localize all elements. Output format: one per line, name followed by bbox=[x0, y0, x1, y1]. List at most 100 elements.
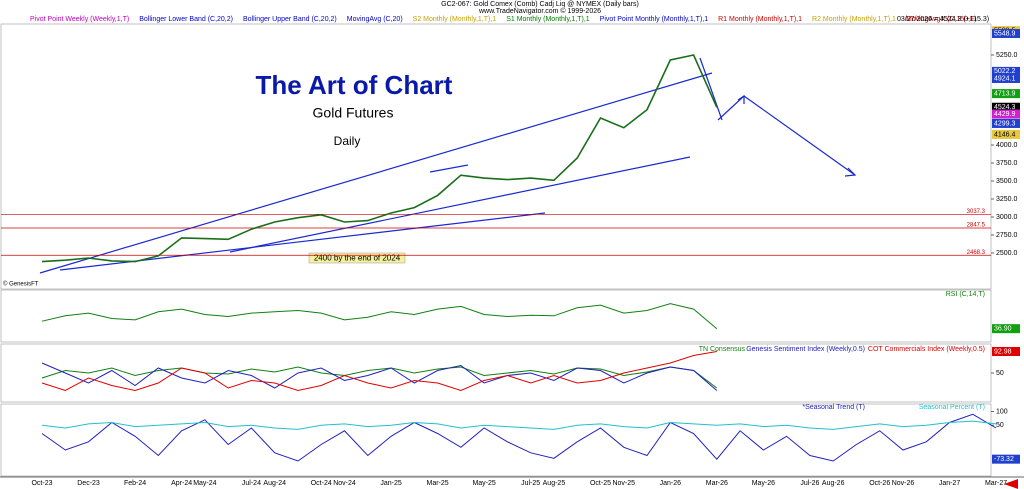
value-box bbox=[992, 109, 1020, 119]
y-tick-label: 3500.0 bbox=[996, 178, 1018, 185]
indicator-label: R2 Monthly (Monthly,1,T),1 bbox=[812, 16, 896, 23]
value-box-label: 36.90 bbox=[994, 325, 1012, 332]
trendline bbox=[699, 57, 723, 121]
value-box bbox=[992, 28, 1020, 38]
x-tick-label: Jan-26 bbox=[660, 480, 682, 487]
y-tick-label: 3250.0 bbox=[996, 196, 1018, 203]
x-tick-label: Jul-26 bbox=[800, 480, 819, 487]
value-box bbox=[992, 454, 1020, 464]
arrow-head bbox=[844, 167, 857, 177]
indicator-label: R1 Monthly (Monthly,1,T),1 bbox=[718, 16, 802, 23]
level-label: 2468.3 bbox=[967, 250, 986, 256]
x-tick-label: Oct-24 bbox=[311, 480, 332, 487]
x-tick-label: Dec-23 bbox=[77, 480, 100, 487]
indicator-label: Pivot Point Weekly (Weekly,1,T) bbox=[30, 16, 129, 23]
x-tick-label: May-26 bbox=[752, 480, 775, 487]
value-box bbox=[992, 66, 1020, 76]
value-box-label: 4429.9 bbox=[994, 111, 1016, 118]
indicator-label: Pivot Point Monthly (Monthly,1,T),1 bbox=[600, 16, 709, 23]
x-tick-label: Aug-24 bbox=[263, 480, 286, 487]
value-box-label: 5022.2 bbox=[994, 68, 1016, 75]
main-title: The Art of Chart bbox=[256, 70, 453, 100]
x-tick-label: May-25 bbox=[472, 480, 495, 487]
legend-label: Seasonal Percent (T) bbox=[919, 404, 985, 411]
x-tick-label: Nov-24 bbox=[333, 480, 356, 487]
x-tick-label: Mar-25 bbox=[426, 480, 448, 487]
value-box-label: 4713.9 bbox=[994, 90, 1016, 97]
indicator-label: MovingAvg (C,20) bbox=[347, 16, 403, 23]
value-box-label: 4924.1 bbox=[994, 75, 1016, 82]
x-tick-label: Aug-25 bbox=[543, 480, 566, 487]
y-tick-label: 50 bbox=[996, 422, 1004, 429]
x-tick-label: Jan-25 bbox=[380, 480, 402, 487]
level-label: 2847.5 bbox=[967, 223, 986, 229]
trendline bbox=[229, 156, 691, 253]
indicators: Pivot Point Weekly (Weekly,1,T) Bollinger… bbox=[30, 16, 977, 23]
x-tick-label: Mar-26 bbox=[706, 480, 728, 487]
website: www.TradeNavigator.com © 1999-2026 bbox=[478, 7, 601, 15]
x-tick-label: Nov-26 bbox=[892, 480, 915, 487]
indicator-label: MovingAvgX (C,150,F) bbox=[906, 16, 977, 23]
value-box-label: 4146.4 bbox=[994, 131, 1016, 138]
y-tick-label: 2750.0 bbox=[996, 232, 1018, 239]
x-tick-label: Apr-24 bbox=[171, 480, 192, 487]
series-line bbox=[41, 413, 997, 462]
value-box-label: 4299.3 bbox=[994, 120, 1016, 127]
period: Daily bbox=[334, 134, 361, 148]
x-tick-label: Aug-26 bbox=[822, 480, 845, 487]
y-tick-label: 2500.0 bbox=[996, 250, 1018, 257]
x-tick-label: Oct-26 bbox=[869, 480, 890, 487]
value-box bbox=[992, 73, 1020, 83]
last-price: 03/27/2026 = 4524.3 (+115.3) bbox=[897, 16, 989, 23]
indicator-label: Bollinger Lower Band (C,20,2) bbox=[139, 16, 233, 23]
value-box-label: 4524.3 bbox=[994, 104, 1016, 111]
indicator-label: S2 Monthly (Monthly,1,T),1 bbox=[413, 16, 497, 23]
y-tick-label: 50 bbox=[996, 370, 1004, 377]
indicator-label: S1 Monthly (Monthly,1,T),1 bbox=[506, 16, 590, 23]
series-line bbox=[41, 420, 997, 430]
x-tick-label: Jul-24 bbox=[242, 480, 261, 487]
x-tick-label: Jul-25 bbox=[521, 480, 540, 487]
y-tick-label: 3750.0 bbox=[996, 160, 1018, 167]
value-box-label: 92.98 bbox=[994, 348, 1012, 355]
arrow-head bbox=[737, 94, 745, 104]
y-tick-label: 100 bbox=[996, 408, 1008, 415]
series-line bbox=[41, 54, 718, 263]
legend-label: TN Consensus bbox=[699, 346, 746, 353]
value-box bbox=[992, 89, 1020, 99]
x-tick-label: Nov-25 bbox=[612, 480, 635, 487]
y-tick-label: 5250.0 bbox=[996, 52, 1018, 59]
x-tick-label: Jan-27 bbox=[939, 480, 961, 487]
value-box bbox=[992, 324, 1020, 334]
x-tick-label: Oct-23 bbox=[31, 480, 52, 487]
value-box-label: 5548.9 bbox=[994, 30, 1016, 37]
series-line bbox=[41, 303, 718, 330]
legend-label: RSI (C,14,T) bbox=[946, 291, 985, 298]
y-tick-label: 4000.0 bbox=[996, 142, 1018, 149]
series-line bbox=[41, 351, 717, 392]
subtitle: Gold Futures bbox=[313, 105, 394, 121]
legend-label: *Seasonal Trend (T) bbox=[802, 404, 865, 411]
value-box bbox=[992, 347, 1020, 357]
legend-label: Genesis Sentiment Index (Weekly,0.5) bbox=[746, 346, 865, 353]
value-box-label: -73.32 bbox=[994, 456, 1014, 463]
frame bbox=[0, 403, 992, 477]
y-tick-label: 3000.0 bbox=[996, 214, 1018, 221]
x-tick-label: Oct-25 bbox=[590, 480, 611, 487]
indicator-label: Bollinger Upper Band (C,20,2) bbox=[243, 16, 337, 23]
annotation-box bbox=[308, 252, 406, 264]
trendline bbox=[429, 164, 469, 173]
frame bbox=[0, 289, 992, 343]
value-box bbox=[992, 129, 1020, 139]
x-tick-label: May-24 bbox=[193, 480, 216, 487]
value-box bbox=[992, 102, 1020, 112]
series-line bbox=[41, 362, 718, 391]
frame bbox=[0, 23, 992, 290]
legend-label: COT Commercials Index (Weekly,0.5) bbox=[868, 346, 985, 353]
scroll-arrow[interactable] bbox=[1004, 479, 1018, 489]
source: © GenesisFT bbox=[3, 281, 39, 288]
symbol: GC2-067: Gold Comex (Comb) Cadj Liq @ NY… bbox=[441, 1, 639, 8]
x-tick-label: Feb-24 bbox=[124, 480, 146, 487]
